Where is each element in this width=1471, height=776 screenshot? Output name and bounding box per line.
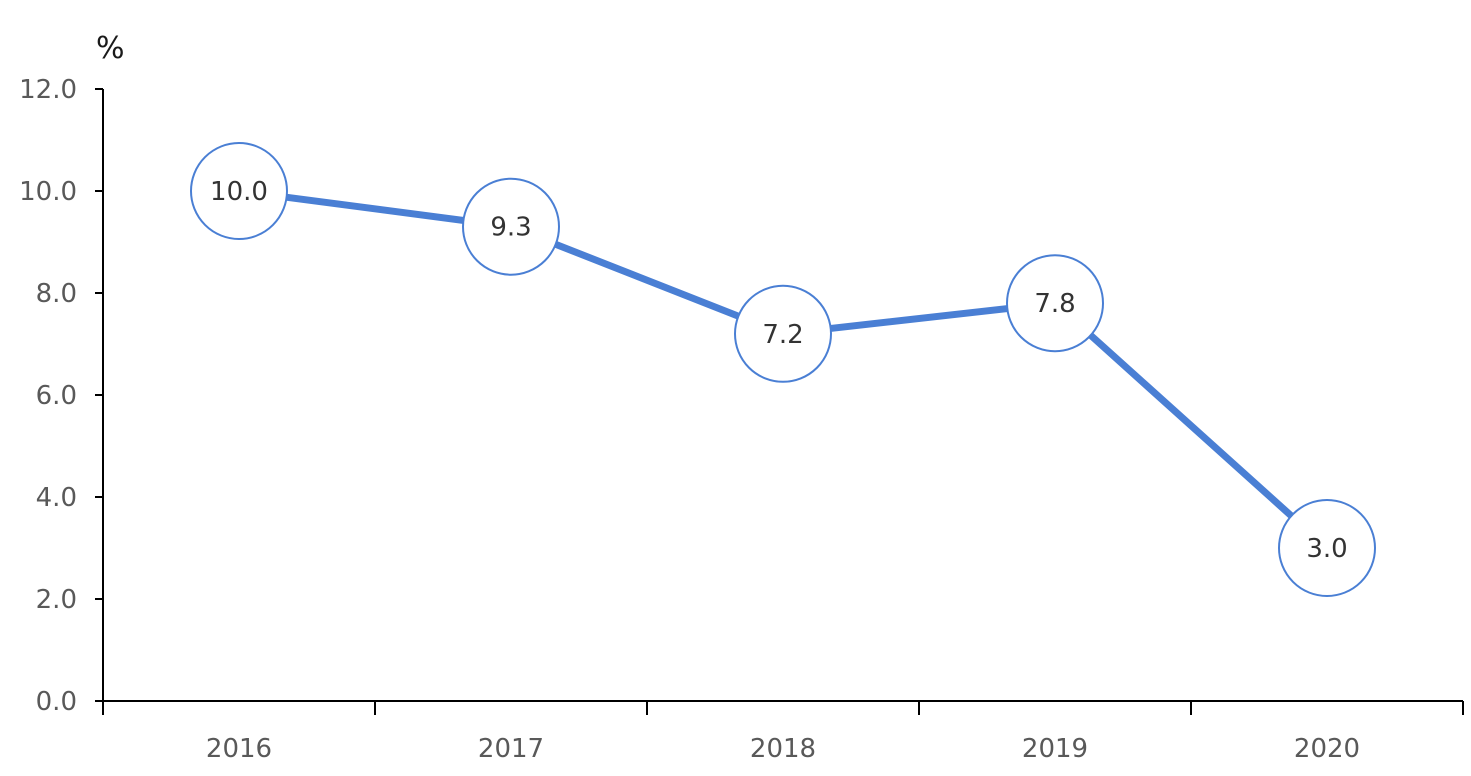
data-point-marker <box>190 142 288 240</box>
data-point-marker <box>1278 499 1376 597</box>
y-axis-ticks: 0.0 2.0 4.0 6.0 8.0 10.0 12.0 <box>19 75 103 717</box>
data-label: 10.0 <box>210 177 268 207</box>
x-axis-ticks: 2016 2017 2018 2019 2020 <box>102 701 1464 764</box>
y-axis-unit-label: % <box>96 31 125 66</box>
data-label: 7.2 <box>762 320 803 350</box>
y-tick-label: 4.0 <box>36 483 77 513</box>
y-tick-label: 10.0 <box>19 177 77 207</box>
x-tick-label: 2019 <box>1022 734 1088 764</box>
data-label: 3.0 <box>1306 534 1347 564</box>
y-tick-label: 0.0 <box>36 687 77 717</box>
data-point-marker <box>462 177 560 276</box>
x-tick-label: 2017 <box>478 734 544 764</box>
data-point-marker <box>1006 254 1104 353</box>
x-tick-label: 2018 <box>750 734 816 764</box>
y-tick-label: 8.0 <box>36 279 77 309</box>
x-tick-label: 2016 <box>206 734 272 764</box>
data-markers <box>190 142 1376 597</box>
y-tick-label: 2.0 <box>36 585 77 615</box>
data-label: 7.8 <box>1034 289 1075 319</box>
data-labels: 10.0 9.3 7.2 7.8 3.0 <box>210 177 1348 564</box>
data-point-marker <box>734 284 832 383</box>
data-label: 9.3 <box>490 213 531 243</box>
y-tick-label: 6.0 <box>36 381 77 411</box>
x-tick-label: 2020 <box>1294 734 1360 764</box>
y-tick-label: 12.0 <box>19 75 77 105</box>
